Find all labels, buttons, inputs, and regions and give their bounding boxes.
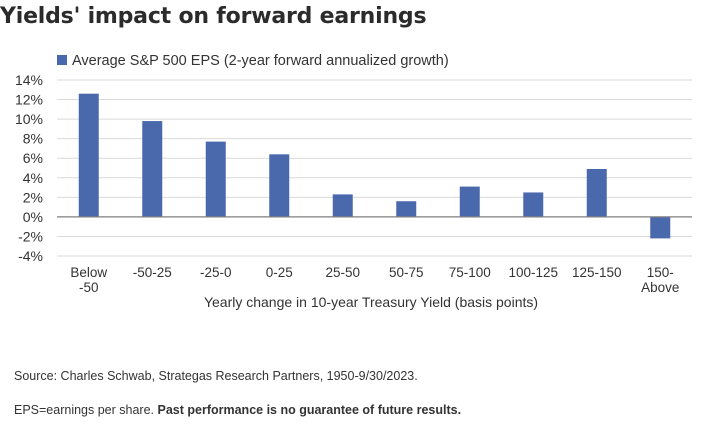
bar <box>142 121 163 217</box>
x-category-label: 25-50 <box>325 265 360 280</box>
y-tick-label: 14% <box>15 72 43 88</box>
bar <box>332 194 353 217</box>
y-tick-label: 12% <box>15 92 43 108</box>
footnote: EPS=earnings per share. Past performance… <box>14 403 461 417</box>
x-category-label: 75-100 <box>449 265 491 280</box>
y-tick-label: 0% <box>23 209 43 225</box>
bar-chart: Average S&P 500 EPS (2-year forward annu… <box>15 53 692 310</box>
source-note: Source: Charles Schwab, Strategas Resear… <box>14 369 418 383</box>
y-tick-label: 10% <box>15 111 43 127</box>
bar <box>523 192 544 217</box>
y-tick-label: -4% <box>18 248 43 264</box>
y-axis-ticks: 14% 12% 10% 8% 6% 4% 2% 0% -2% -4% <box>15 72 43 264</box>
x-axis-label: Yearly change in 10-year Treasury Yield … <box>204 294 538 310</box>
bar <box>586 168 607 217</box>
y-tick-label: 8% <box>23 131 43 147</box>
x-category-label: 50-75 <box>389 265 424 280</box>
gridlines <box>57 79 692 257</box>
x-axis-categories: Below -50 -50-25 -25-0 0-25 25-50 50-75 75-100 1… <box>70 265 679 295</box>
bar <box>78 93 99 217</box>
footnote-definition: EPS=earnings per share. <box>14 403 158 417</box>
chart-title: Yields' impact on forward earnings <box>0 4 427 29</box>
bar <box>650 216 671 239</box>
bar <box>396 201 417 217</box>
y-tick-label: -2% <box>18 228 43 244</box>
x-category-label: -50-25 <box>133 265 172 280</box>
footnote-disclaimer: Past performance is no guarantee of futu… <box>157 403 462 417</box>
bar <box>459 186 480 217</box>
bars <box>78 93 671 239</box>
legend-swatch <box>57 55 67 65</box>
x-category-label: 100-125 <box>508 265 558 280</box>
y-tick-label: 6% <box>23 150 43 166</box>
bar <box>269 154 290 217</box>
bar <box>205 141 226 217</box>
x-category-label: 125-150 <box>572 265 622 280</box>
x-category-label: 150-Above <box>641 265 679 295</box>
y-tick-label: 2% <box>23 189 43 205</box>
x-category-label: 0-25 <box>266 265 293 280</box>
legend: Average S&P 500 EPS (2-year forward annu… <box>57 53 449 69</box>
x-category-label: -25-0 <box>200 265 232 280</box>
y-tick-label: 4% <box>23 170 43 186</box>
legend-label: Average S&P 500 EPS (2-year forward annu… <box>72 53 449 69</box>
x-category-label: Below -50 <box>70 265 107 295</box>
